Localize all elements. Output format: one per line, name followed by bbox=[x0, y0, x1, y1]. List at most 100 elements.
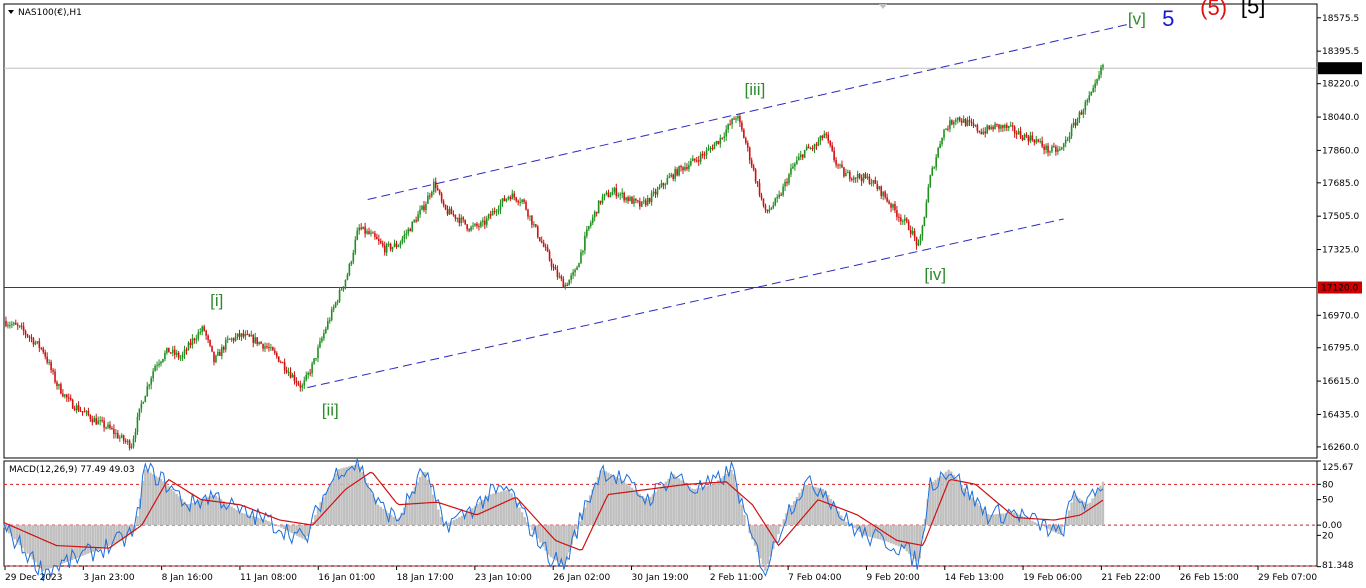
candle bbox=[1043, 146, 1045, 150]
candle bbox=[839, 164, 841, 166]
candle bbox=[568, 279, 570, 286]
candle bbox=[50, 362, 52, 370]
candle bbox=[931, 167, 934, 176]
candle bbox=[760, 195, 763, 199]
candle bbox=[291, 374, 294, 378]
candle bbox=[807, 146, 810, 149]
candle bbox=[87, 410, 90, 416]
candle bbox=[872, 179, 875, 184]
candle bbox=[399, 242, 402, 246]
candle bbox=[226, 338, 229, 340]
candle bbox=[898, 216, 900, 218]
candle bbox=[864, 173, 867, 178]
candle bbox=[301, 385, 304, 388]
candle bbox=[903, 218, 906, 221]
candle bbox=[138, 408, 141, 417]
candle bbox=[154, 366, 156, 372]
candle bbox=[988, 125, 990, 130]
candle bbox=[323, 333, 325, 339]
candle bbox=[589, 222, 592, 227]
candle bbox=[597, 200, 600, 214]
candle bbox=[489, 214, 492, 216]
candle bbox=[540, 241, 543, 243]
time-tick-label: 8 Jan 16:00 bbox=[162, 573, 214, 583]
triangle-down-icon[interactable] bbox=[8, 10, 14, 14]
candle bbox=[499, 203, 502, 210]
candle bbox=[1053, 146, 1055, 148]
candle bbox=[803, 149, 806, 158]
candle bbox=[658, 186, 661, 189]
candle bbox=[538, 237, 541, 242]
candle bbox=[625, 197, 627, 201]
candle bbox=[321, 338, 323, 342]
candle bbox=[403, 234, 406, 239]
candle bbox=[945, 128, 947, 130]
candle bbox=[723, 136, 726, 138]
candle bbox=[941, 137, 943, 144]
candle bbox=[833, 150, 835, 161]
candle bbox=[888, 201, 890, 204]
candle bbox=[746, 142, 749, 148]
candle bbox=[115, 433, 117, 435]
candle bbox=[222, 347, 225, 350]
candle bbox=[95, 417, 98, 425]
candle bbox=[554, 267, 557, 270]
candle bbox=[796, 160, 798, 164]
candle bbox=[356, 230, 359, 240]
candle bbox=[782, 186, 784, 196]
candle bbox=[776, 197, 779, 199]
time-tick-label: 21 Feb 22:00 bbox=[1101, 573, 1160, 583]
candle bbox=[246, 334, 249, 336]
candle bbox=[340, 289, 343, 291]
candle bbox=[811, 147, 814, 149]
candle bbox=[248, 334, 251, 337]
candle bbox=[523, 199, 525, 202]
candle bbox=[60, 384, 62, 394]
price-tick-label: 17325.0 bbox=[1322, 246, 1359, 256]
candle bbox=[778, 194, 780, 198]
candle bbox=[44, 352, 47, 357]
scroll-marker-icon[interactable] bbox=[879, 4, 887, 9]
candle bbox=[113, 428, 115, 435]
candle bbox=[672, 174, 675, 179]
candle bbox=[748, 147, 751, 161]
candle bbox=[902, 220, 904, 222]
candle bbox=[327, 321, 329, 329]
candle bbox=[964, 118, 967, 126]
candle bbox=[179, 357, 182, 359]
candle bbox=[1055, 146, 1057, 152]
candle bbox=[309, 372, 311, 374]
candle bbox=[197, 332, 200, 339]
candle bbox=[652, 191, 655, 194]
candle bbox=[1002, 125, 1004, 128]
candle bbox=[629, 197, 631, 201]
candle bbox=[668, 176, 671, 179]
candle bbox=[507, 197, 510, 199]
candle bbox=[576, 267, 578, 271]
candle bbox=[484, 220, 486, 225]
candle bbox=[368, 231, 370, 234]
candle bbox=[566, 284, 569, 286]
candle bbox=[994, 123, 996, 130]
candle bbox=[446, 209, 449, 215]
candle bbox=[752, 166, 755, 170]
price-tick-label: 16970.0 bbox=[1322, 311, 1359, 321]
candle bbox=[236, 333, 239, 337]
candle bbox=[654, 191, 657, 195]
candle bbox=[695, 160, 698, 162]
candle bbox=[686, 166, 688, 169]
candle bbox=[482, 220, 484, 223]
candle bbox=[124, 440, 127, 442]
candle bbox=[558, 276, 561, 278]
candle bbox=[270, 347, 272, 349]
candle bbox=[503, 198, 506, 202]
candle bbox=[89, 415, 92, 420]
candle bbox=[533, 224, 535, 226]
candle bbox=[219, 351, 221, 356]
candle bbox=[319, 341, 321, 348]
candle bbox=[395, 243, 398, 247]
candle bbox=[177, 352, 180, 358]
candle bbox=[330, 309, 333, 320]
candle bbox=[442, 201, 445, 205]
